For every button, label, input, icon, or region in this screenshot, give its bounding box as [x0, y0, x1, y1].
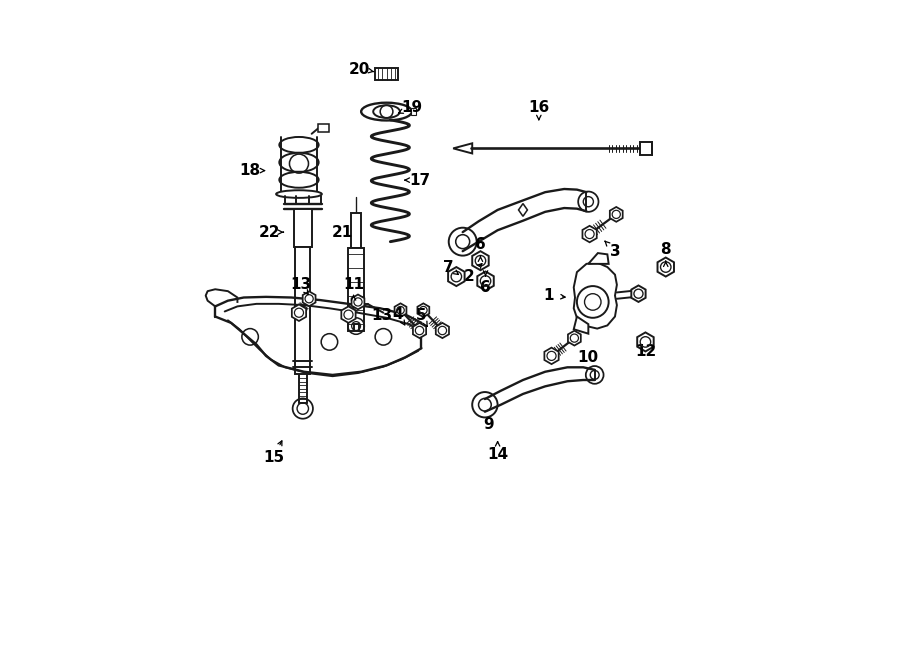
Polygon shape	[582, 226, 597, 243]
Bar	[410, 108, 416, 116]
Text: 21: 21	[331, 225, 353, 240]
Bar	[351, 213, 361, 248]
Text: 6: 6	[481, 280, 491, 295]
Bar	[294, 209, 311, 247]
Polygon shape	[589, 253, 608, 264]
Bar	[375, 69, 398, 80]
Ellipse shape	[361, 102, 412, 120]
Polygon shape	[637, 332, 653, 352]
Polygon shape	[472, 251, 489, 270]
Ellipse shape	[276, 190, 322, 198]
Ellipse shape	[279, 137, 319, 153]
Text: 5: 5	[416, 309, 427, 323]
Text: 6: 6	[475, 237, 486, 253]
Text: 13: 13	[291, 278, 311, 292]
Bar	[348, 248, 364, 330]
Ellipse shape	[279, 172, 319, 188]
Text: 19: 19	[401, 100, 422, 114]
Ellipse shape	[374, 105, 400, 118]
Polygon shape	[610, 207, 623, 222]
Polygon shape	[302, 292, 316, 306]
Text: 13: 13	[372, 309, 392, 323]
Text: 2: 2	[464, 269, 474, 284]
Text: 12: 12	[634, 344, 656, 359]
Polygon shape	[658, 258, 674, 276]
Polygon shape	[352, 295, 365, 309]
Polygon shape	[413, 323, 426, 338]
Polygon shape	[448, 267, 464, 286]
Text: 9: 9	[482, 417, 493, 432]
Text: 17: 17	[410, 173, 431, 188]
Text: 16: 16	[528, 100, 550, 114]
Text: 22: 22	[258, 225, 280, 240]
Text: 20: 20	[349, 61, 371, 77]
Text: 1: 1	[543, 288, 553, 303]
Bar	[641, 142, 652, 155]
Bar	[295, 247, 310, 373]
Text: 7: 7	[443, 260, 454, 274]
Polygon shape	[477, 272, 494, 291]
Text: 4: 4	[392, 307, 403, 322]
Polygon shape	[394, 303, 407, 317]
Text: 11: 11	[343, 278, 364, 292]
Text: 18: 18	[239, 163, 261, 178]
Text: 14: 14	[487, 447, 508, 462]
Ellipse shape	[279, 153, 319, 172]
Polygon shape	[418, 303, 429, 317]
Text: 8: 8	[661, 243, 671, 257]
Polygon shape	[568, 330, 580, 346]
Text: 15: 15	[263, 450, 284, 465]
Bar	[318, 124, 329, 132]
Polygon shape	[544, 348, 559, 364]
Polygon shape	[341, 307, 356, 323]
Polygon shape	[631, 286, 645, 302]
Polygon shape	[454, 143, 473, 153]
Text: 3: 3	[609, 244, 620, 258]
Polygon shape	[573, 317, 589, 334]
Polygon shape	[292, 305, 306, 321]
Polygon shape	[436, 323, 449, 338]
Text: 10: 10	[578, 350, 599, 366]
Polygon shape	[573, 262, 616, 329]
